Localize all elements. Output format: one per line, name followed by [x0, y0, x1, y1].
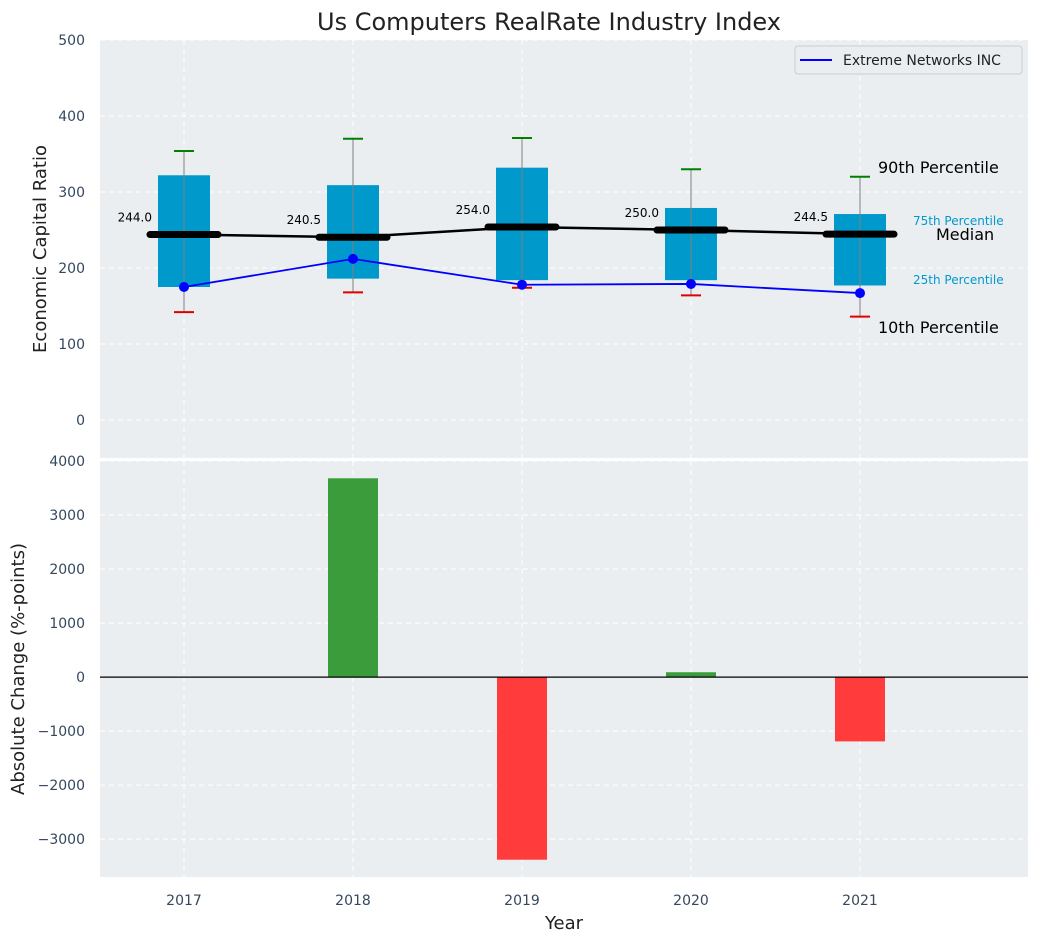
- change-bar: [497, 677, 547, 860]
- bottom-y-tick-label: 1000: [49, 616, 85, 632]
- p90-annotation: 90th Percentile: [878, 158, 999, 177]
- p75-annotation: 75th Percentile: [913, 214, 1004, 228]
- bottom-y-tick-label: −1000: [38, 724, 85, 740]
- change-bar: [835, 677, 885, 742]
- p10-annotation: 10th Percentile: [878, 318, 999, 337]
- company-point: [517, 279, 527, 290]
- median-value-label: 240.5: [287, 213, 321, 227]
- top-y-tick-label: 300: [58, 185, 85, 201]
- x-tick-labels: 2017 2018 2019 2020 2021: [166, 893, 878, 909]
- percentile-annotations: 90th Percentile 75th Percentile Median 2…: [878, 158, 1004, 337]
- x-axis-label: Year: [544, 913, 584, 934]
- top-y-tick-label: 400: [58, 109, 85, 125]
- bottom-y-tick-label: 3000: [49, 508, 85, 524]
- bottom-y-tick-labels: −3000 −2000 −1000 0 1000 2000 3000 4000: [38, 454, 85, 848]
- legend: Extreme Networks INC: [794, 45, 1023, 75]
- bottom-y-tick-label: 4000: [49, 454, 85, 470]
- median-annotation: Median: [936, 225, 994, 244]
- company-point: [686, 278, 696, 289]
- x-tick-label: 2020: [673, 893, 709, 909]
- legend-box: [794, 45, 1023, 75]
- x-tick-label: 2021: [842, 893, 878, 909]
- change-bar: [666, 672, 716, 678]
- bottom-y-axis-label: Absolute Change (%-points): [8, 543, 29, 795]
- top-y-tick-label: 200: [58, 261, 85, 277]
- bottom-plot-area: [100, 461, 1028, 877]
- median-value-label: 250.0: [625, 206, 659, 220]
- box-plot-marks: 244.0 240.5 254.0 250.0 244.5: [118, 137, 898, 318]
- bottom-y-tick-label: 0: [76, 670, 85, 686]
- change-bar: [328, 478, 378, 678]
- top-y-tick-label: 0: [76, 413, 85, 429]
- company-point: [855, 288, 865, 299]
- x-tick-label: 2018: [335, 893, 371, 909]
- top-y-axis-label: Economic Capital Ratio: [30, 145, 51, 353]
- top-y-tick-label: 100: [58, 337, 85, 353]
- bottom-y-tick-label: −2000: [38, 778, 85, 794]
- chart-title: Us Computers RealRate Industry Index: [317, 8, 781, 36]
- legend-label-extreme-networks: Extreme Networks INC: [843, 53, 1001, 69]
- top-y-tick-labels: 0 100 200 300 400 500: [58, 33, 85, 429]
- bottom-y-tick-label: −3000: [38, 832, 85, 848]
- top-plot-area: [100, 40, 1028, 458]
- median-line: [183, 225, 861, 239]
- change-bar-marks: [100, 478, 1028, 860]
- company-point: [179, 282, 189, 292]
- x-tick-label: 2017: [166, 893, 202, 909]
- company-point: [348, 253, 358, 264]
- bottom-y-tick-label: 2000: [49, 562, 85, 578]
- p25-annotation: 25th Percentile: [913, 273, 1004, 287]
- median-value-label: 254.0: [456, 203, 490, 217]
- top-y-tick-label: 500: [58, 33, 85, 49]
- median-value-label: 244.5: [794, 210, 828, 224]
- median-value-label: 244.0: [118, 211, 152, 225]
- x-tick-label: 2019: [504, 893, 540, 909]
